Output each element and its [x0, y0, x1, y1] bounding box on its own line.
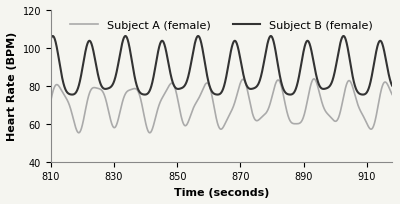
Subject B (female) [205, 78, 210, 80]
Subject A (female) [66, 101, 70, 104]
Subject A (female) [312, 78, 316, 81]
Legend: Subject A (female), Subject B (female): Subject A (female), Subject B (female) [66, 16, 377, 35]
Subject B (female) [390, 85, 394, 87]
Subject B (female) [380, 44, 385, 47]
Subject B (female) [380, 43, 385, 46]
Subject B (female) [66, 93, 70, 95]
Line: Subject B (female): Subject B (female) [51, 37, 392, 95]
Subject A (female) [390, 94, 394, 96]
Subject B (female) [214, 94, 219, 96]
Subject B (female) [317, 85, 322, 88]
Subject A (female) [380, 85, 385, 88]
Subject A (female) [318, 94, 322, 96]
Subject A (female) [206, 83, 210, 85]
Subject A (female) [48, 100, 53, 103]
Subject A (female) [214, 120, 219, 122]
Y-axis label: Heart Rate (BPM): Heart Rate (BPM) [7, 32, 17, 141]
Subject B (female) [48, 39, 53, 41]
Subject B (female) [360, 94, 365, 96]
Subject A (female) [147, 132, 152, 134]
Subject B (female) [268, 35, 273, 38]
X-axis label: Time (seconds): Time (seconds) [174, 187, 269, 197]
Subject A (female) [380, 85, 385, 87]
Line: Subject A (female): Subject A (female) [51, 79, 392, 133]
